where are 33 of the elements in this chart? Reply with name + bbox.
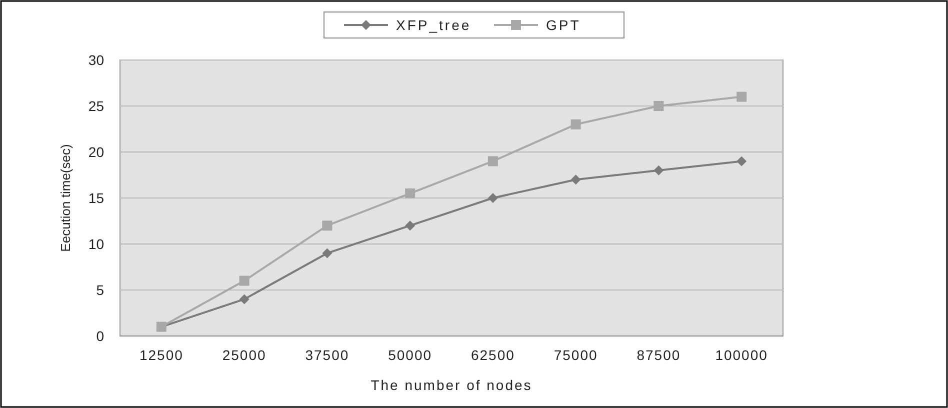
x-tick-label: 87500 (636, 347, 681, 363)
point (322, 220, 332, 231)
y-tick-label: 15 (88, 190, 104, 206)
point (736, 92, 747, 102)
x-tick-label: 50000 (388, 347, 432, 363)
legend-label: GPT (546, 16, 581, 33)
x-tick-label: 100000 (715, 347, 768, 363)
x-tick-label: 75000 (554, 347, 598, 363)
point (570, 174, 581, 185)
point (239, 294, 250, 304)
x-axis-title: The number of nodes (370, 377, 532, 393)
point (322, 248, 332, 258)
point (488, 193, 498, 203)
x-tick-label: 37500 (305, 347, 350, 363)
point (405, 188, 416, 198)
y-tick-label: 25 (88, 98, 104, 114)
point (405, 220, 416, 231)
y-tick-label: 30 (88, 52, 104, 68)
point (570, 119, 581, 130)
y-tick-label: 10 (88, 236, 104, 252)
point (654, 101, 664, 111)
legend-label: XFP_tree (396, 16, 472, 33)
y-tick-label: 20 (88, 144, 104, 160)
y-axis-title: Eecution time(sec) (58, 144, 73, 252)
point (488, 156, 498, 166)
y-tick-label: 0 (96, 328, 104, 344)
x-tick-label: 62500 (470, 347, 515, 363)
x-tick-label: 12500 (139, 347, 184, 363)
point (654, 165, 664, 176)
point (736, 156, 747, 166)
x-tick-label: 25000 (222, 347, 266, 363)
point (239, 276, 250, 286)
y-tick-label: 5 (96, 282, 104, 298)
